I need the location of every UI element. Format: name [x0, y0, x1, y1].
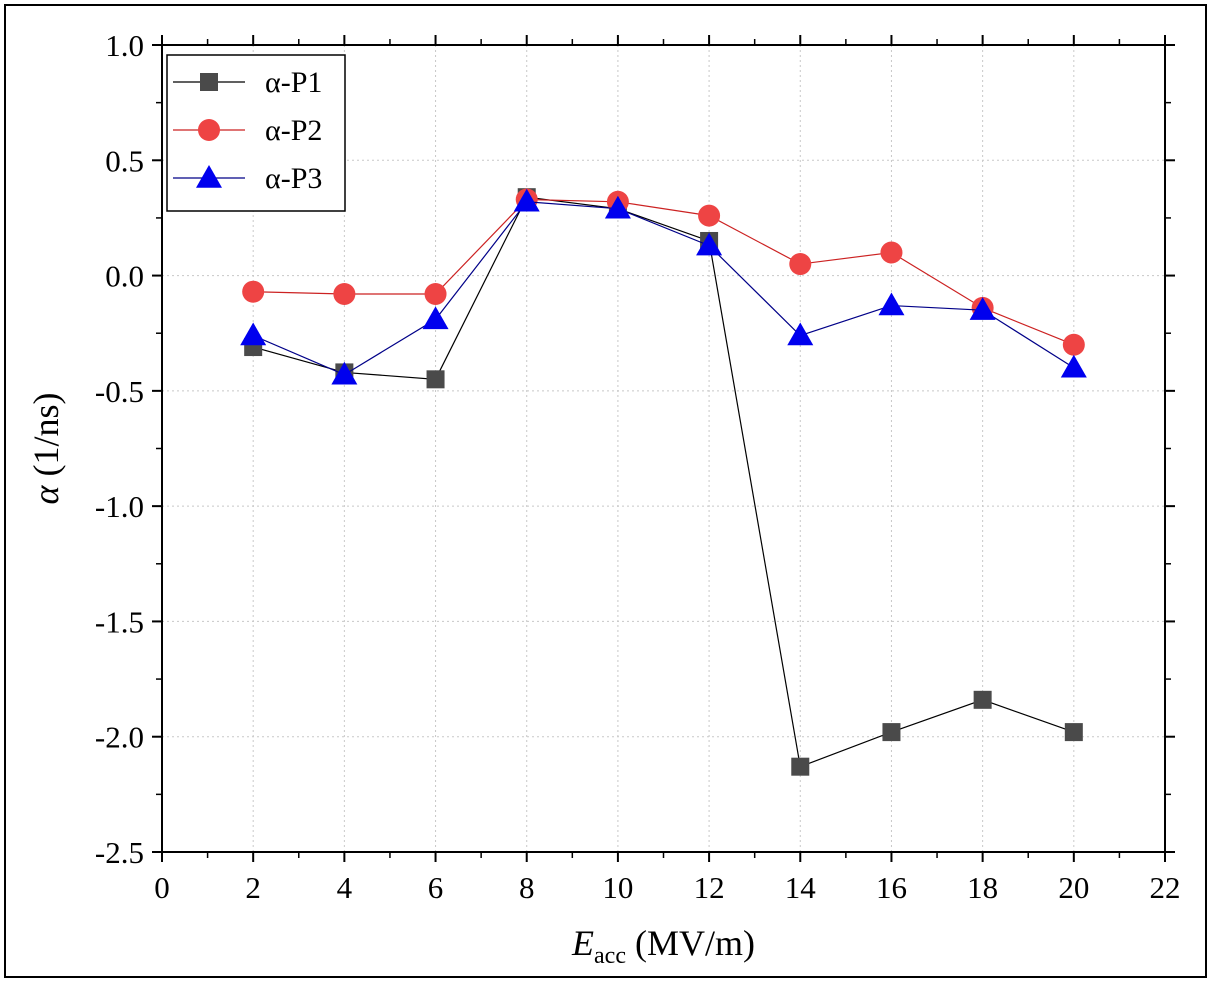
data-point [422, 306, 449, 330]
data-point [880, 241, 903, 264]
x-tick-label: 8 [519, 870, 535, 905]
data-point [513, 188, 540, 212]
x-tick-label: 22 [1150, 870, 1181, 905]
data-point [787, 322, 814, 346]
y-tick-labels: 1.0 0.5 0.0 -0.5 -1.0 -1.5 -2.0 -2.5 [95, 28, 144, 870]
legend-marker [198, 119, 220, 141]
data-point [240, 322, 267, 346]
data-point [1064, 723, 1083, 742]
series-1 [244, 188, 1083, 776]
legend-marker [196, 165, 222, 188]
y-tick-label: 0.0 [105, 259, 144, 294]
y-tick-label: -1.0 [95, 489, 144, 524]
data-point [789, 253, 812, 276]
series-line [253, 196, 1075, 768]
data-point [333, 283, 356, 306]
legend: α-P1 α-P2 α-P3 [166, 54, 346, 212]
legend-box [166, 54, 346, 212]
data-point [791, 757, 810, 776]
data-point [426, 370, 445, 389]
legend-marker [200, 73, 218, 91]
series-line [252, 201, 1075, 376]
legend-item: α-P2 [173, 114, 322, 147]
x-axis-title-rest: (MV/m) [626, 923, 755, 963]
x-tick-label: 10 [602, 870, 633, 905]
y-axis-title-main: α [26, 484, 66, 504]
data-point [331, 361, 358, 385]
y-tick-label: 1.0 [105, 28, 144, 63]
grid [162, 45, 1165, 852]
x-tick-label: 14 [785, 870, 817, 905]
y-axis-title: α (1/ns) [26, 393, 66, 505]
series-3 [240, 188, 1087, 385]
x-tick-label: 20 [1058, 870, 1089, 905]
x-axis-title: Eacc (MV/m) [571, 923, 755, 969]
legend-items: α-P1 α-P2 α-P3 [173, 66, 322, 195]
x-tick-label: 0 [154, 870, 170, 905]
x-tick-label: 6 [428, 870, 444, 905]
legend-label: α-P3 [265, 162, 322, 195]
data-point [698, 204, 721, 227]
x-tick-label: 12 [694, 870, 725, 905]
legend-label: α-P1 [265, 66, 322, 99]
data-point [878, 292, 905, 316]
y-tick-label: -1.5 [95, 604, 144, 639]
data-point [1060, 354, 1087, 378]
data-point [424, 283, 447, 306]
data-point [696, 232, 723, 256]
series-layer [240, 188, 1087, 776]
x-tick-labels: 0 2 4 6 8 10 12 14 16 18 20 22 [154, 870, 1180, 905]
x-tick-label: 18 [967, 870, 998, 905]
y-tick-label: 0.5 [105, 143, 144, 178]
x-tick-label: 4 [337, 870, 353, 905]
series-2 [242, 188, 1085, 356]
x-tick-label: 16 [876, 870, 907, 905]
y-tick-label: -2.0 [95, 720, 144, 755]
y-axis-title-rest: (1/ns) [26, 393, 66, 486]
data-point [969, 297, 996, 320]
legend-item: α-P3 [173, 162, 322, 195]
data-point [973, 690, 992, 709]
data-point [242, 280, 265, 303]
data-point [1062, 333, 1085, 356]
y-tick-label: -0.5 [95, 374, 144, 409]
axis-ticks [152, 35, 1175, 862]
legend-label: α-P2 [265, 114, 322, 147]
series-line [253, 198, 1075, 346]
y-tick-label: -2.5 [95, 835, 144, 870]
legend-item: α-P1 [173, 66, 322, 99]
data-point [604, 195, 631, 219]
x-axis-title-sub: acc [594, 943, 626, 969]
x-tick-label: 2 [245, 870, 261, 905]
data-point [882, 723, 901, 742]
x-axis-title-main: E [571, 923, 594, 963]
